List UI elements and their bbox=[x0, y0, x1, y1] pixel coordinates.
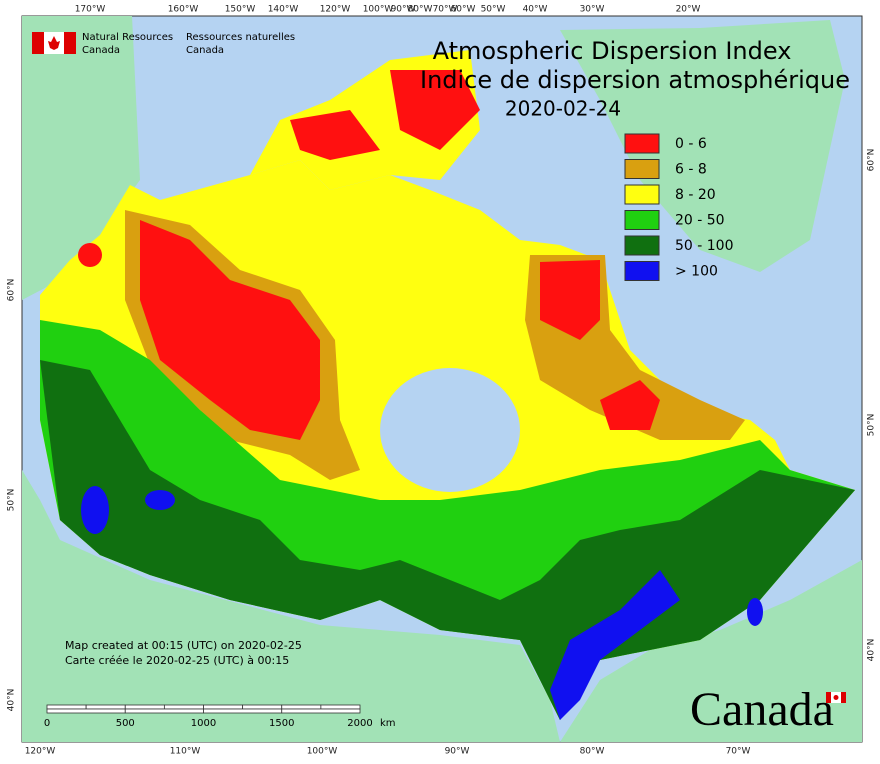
date: 2020-02-24 bbox=[505, 97, 621, 121]
scale-segment bbox=[203, 708, 283, 714]
zone-50-100 bbox=[40, 360, 855, 720]
scale-segment bbox=[281, 704, 322, 710]
legend-swatch bbox=[624, 133, 660, 154]
greenland bbox=[560, 20, 845, 272]
legend-label: 6 - 8 bbox=[675, 162, 707, 178]
blue-area bbox=[747, 598, 763, 626]
org-name: Natural Resources bbox=[82, 32, 173, 43]
graticule-label: 60°W bbox=[451, 5, 476, 15]
legend-label: 8 - 20 bbox=[675, 187, 716, 203]
graticule-label: 20°W bbox=[676, 5, 701, 15]
wordmark-flag bbox=[826, 692, 831, 703]
red-area bbox=[390, 70, 480, 150]
hudson-bay bbox=[380, 368, 520, 492]
scale-segment bbox=[163, 704, 204, 710]
legend-swatch bbox=[624, 235, 660, 256]
scale-segment bbox=[203, 704, 244, 710]
graticule-label: 60°N bbox=[7, 279, 17, 302]
legend-label: 50 - 100 bbox=[675, 238, 734, 254]
red-area bbox=[540, 260, 600, 340]
graticule-label: 120°W bbox=[320, 5, 351, 15]
alaska bbox=[22, 16, 140, 300]
graticule-label: 100°W bbox=[307, 747, 338, 757]
red-area bbox=[140, 220, 320, 440]
legend-swatch bbox=[624, 210, 660, 230]
graticule-label: 50°W bbox=[481, 5, 506, 15]
graticule-label: 40°N bbox=[867, 639, 877, 662]
graticule-label: 30°W bbox=[580, 5, 605, 15]
credit: Carte créée le 2020-02-25 (UTC) à 00:15 bbox=[65, 654, 289, 667]
scale-unit: km bbox=[380, 718, 396, 729]
graticule-label: 90°W bbox=[445, 747, 470, 757]
scale-segment bbox=[281, 708, 361, 714]
scale-label: 1000 bbox=[191, 718, 216, 729]
graticule-label: 160°W bbox=[168, 5, 199, 15]
dispersion-zones bbox=[40, 50, 855, 720]
org-name: Ressources naturelles bbox=[186, 32, 295, 43]
credit: Map created at 00:15 (UTC) on 2020-02-25 bbox=[65, 639, 302, 652]
scale-label: 0 bbox=[44, 718, 50, 729]
legend-label: > 100 bbox=[675, 264, 718, 280]
graticule-label: 110°W bbox=[170, 747, 201, 757]
graticule-label: 100°W bbox=[363, 5, 394, 15]
graticule-label: 40°W bbox=[523, 5, 548, 15]
graticule-label: 70°W bbox=[433, 5, 458, 15]
scale-segment bbox=[46, 708, 126, 714]
scale-segment bbox=[242, 704, 283, 710]
title: Atmospheric Dispersion Index bbox=[433, 37, 792, 65]
united-states-east bbox=[560, 560, 862, 742]
legend: 0 - 6 6 - 8 8 - 20 20 - 50 50 - 100 > 100 bbox=[624, 133, 734, 281]
wordmark-flag bbox=[841, 692, 846, 703]
graticule-label: 60°N bbox=[867, 149, 877, 172]
red-area bbox=[290, 110, 380, 160]
graticule-label: 120°W bbox=[25, 747, 56, 757]
graticule-label: 80°W bbox=[408, 5, 433, 15]
red-area bbox=[600, 380, 660, 430]
org-name: Canada bbox=[82, 45, 120, 56]
red-area bbox=[78, 243, 102, 267]
wordmark-flag bbox=[833, 695, 839, 700]
graticule-label: 50°N bbox=[7, 489, 17, 512]
zone-over-100 bbox=[81, 486, 763, 720]
flag-bar bbox=[32, 32, 44, 54]
blue-area bbox=[81, 486, 109, 534]
graticule-label: 150°W bbox=[225, 5, 256, 15]
flag-bar bbox=[64, 32, 76, 54]
blue-area bbox=[550, 570, 680, 720]
scale-segment bbox=[85, 704, 126, 710]
united-states bbox=[22, 470, 560, 742]
scale-segment bbox=[320, 704, 361, 710]
scale-bar: 0 500 1000 1500 2000 km bbox=[44, 704, 396, 729]
graticule-label: 80°W bbox=[580, 747, 605, 757]
zone-0-6 bbox=[78, 70, 660, 440]
blue-area bbox=[145, 490, 175, 510]
graticule-label: 170°W bbox=[75, 5, 106, 15]
graticule-label: 70°W bbox=[726, 747, 751, 757]
graticule-label: 40°N bbox=[7, 689, 17, 712]
legend-swatch bbox=[624, 159, 660, 179]
scale-label: 2000 bbox=[347, 718, 372, 729]
graticule-label: 140°W bbox=[268, 5, 299, 15]
scale-segment bbox=[124, 704, 165, 710]
scale-segment bbox=[46, 704, 87, 710]
title: Indice de dispersion atmosphérique bbox=[420, 66, 850, 94]
legend-label: 20 - 50 bbox=[675, 213, 725, 229]
legend-swatch bbox=[624, 184, 660, 205]
graticule-labels: 170°W 160°W 150°W 140°W 120°W 100°W90°W80°W 70… bbox=[7, 5, 877, 757]
legend-label: 0 - 6 bbox=[675, 136, 707, 152]
maple-leaf bbox=[48, 36, 60, 50]
graticule-label: 50°N bbox=[867, 414, 877, 437]
other-land bbox=[22, 16, 862, 742]
scale-segment bbox=[124, 708, 204, 714]
wordmark: Canada bbox=[690, 683, 834, 736]
scale-label: 500 bbox=[116, 718, 135, 729]
graticule-label: 90°W bbox=[391, 5, 416, 15]
org-name: Canada bbox=[186, 45, 224, 56]
scale-label: 1500 bbox=[269, 718, 294, 729]
legend-swatch bbox=[624, 261, 660, 281]
